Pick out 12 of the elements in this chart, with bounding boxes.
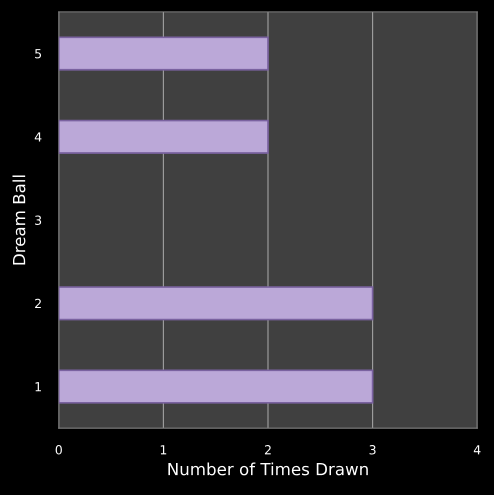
x-tick-label: 0 — [56, 445, 62, 455]
y-tick-label: 3 — [35, 216, 42, 225]
x-tick-label: 2 — [264, 445, 271, 454]
x-tick-label: 1 — [160, 445, 166, 454]
x-axis-title: Number of Times Drawn — [168, 462, 368, 476]
x-tick-label: 3 — [370, 445, 376, 455]
y-tick-label: 1 — [36, 382, 41, 392]
y-tick-label: 5 — [35, 49, 42, 58]
y-tick-label: 4 — [34, 132, 42, 142]
y-tick-label: 2 — [35, 298, 41, 308]
x-tick-label: 4 — [474, 445, 480, 454]
y-axis-title: Dream Ball — [12, 175, 26, 264]
